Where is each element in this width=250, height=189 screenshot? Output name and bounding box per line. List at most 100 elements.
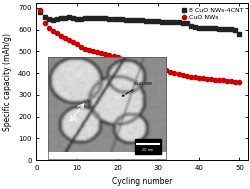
CuO NWs <box>128 60 131 62</box>
8 CuO NWs-4CNT <box>164 21 167 23</box>
8 CuO NWs-4CNT <box>233 29 236 31</box>
8 CuO NWs-4CNT <box>144 19 147 22</box>
CuO NWs <box>112 55 114 57</box>
8 CuO NWs-4CNT <box>79 18 82 20</box>
Line: CuO NWs: CuO NWs <box>38 8 240 84</box>
8 CuO NWs-4CNT <box>192 26 196 28</box>
CuO NWs <box>132 61 135 63</box>
CuO NWs <box>79 45 82 48</box>
8 CuO NWs-4CNT <box>96 17 98 19</box>
CuO NWs <box>233 81 236 83</box>
8 CuO NWs-4CNT <box>188 25 192 27</box>
CuO NWs <box>116 56 119 59</box>
CuO NWs <box>55 32 58 35</box>
CuO NWs <box>96 51 98 53</box>
CuO NWs <box>100 52 102 54</box>
8 CuO NWs-4CNT <box>104 17 106 20</box>
CuO NWs <box>217 79 220 81</box>
8 CuO NWs-4CNT <box>87 17 90 19</box>
8 CuO NWs-4CNT <box>47 18 50 20</box>
8 CuO NWs-4CNT <box>156 20 159 22</box>
8 CuO NWs-4CNT <box>91 16 94 19</box>
8 CuO NWs-4CNT <box>225 28 228 30</box>
8 CuO NWs-4CNT <box>120 18 123 20</box>
8 CuO NWs-4CNT <box>213 27 216 30</box>
8 CuO NWs-4CNT <box>180 22 183 24</box>
Y-axis label: Specific capacity (mAh/g): Specific capacity (mAh/g) <box>4 33 13 131</box>
8 CuO NWs-4CNT <box>59 17 62 19</box>
8 CuO NWs-4CNT <box>132 19 135 21</box>
CuO NWs <box>192 76 196 79</box>
CuO NWs <box>63 37 66 39</box>
8 CuO NWs-4CNT <box>116 18 119 20</box>
CuO NWs <box>47 27 50 29</box>
X-axis label: Cycling number: Cycling number <box>111 177 172 186</box>
Line: 8 CuO NWs-4CNT: 8 CuO NWs-4CNT <box>38 10 240 36</box>
CuO NWs <box>172 71 175 74</box>
CuO NWs <box>188 76 192 78</box>
8 CuO NWs-4CNT <box>112 18 114 20</box>
8 CuO NWs-4CNT <box>100 17 102 19</box>
CuO NWs <box>221 79 224 82</box>
8 CuO NWs-4CNT <box>43 16 46 18</box>
CuO NWs <box>168 70 171 73</box>
8 CuO NWs-4CNT <box>152 20 155 22</box>
CuO NWs <box>108 54 110 56</box>
CuO NWs <box>160 68 163 70</box>
8 CuO NWs-4CNT <box>168 21 171 23</box>
CuO NWs <box>87 49 90 51</box>
CuO NWs <box>184 75 188 77</box>
CuO NWs <box>156 67 159 69</box>
8 CuO NWs-4CNT <box>128 19 131 21</box>
8 CuO NWs-4CNT <box>55 18 58 20</box>
CuO NWs <box>180 74 183 76</box>
8 CuO NWs-4CNT <box>172 21 175 23</box>
CuO NWs <box>237 81 240 84</box>
CuO NWs <box>140 63 143 65</box>
CuO NWs <box>144 64 147 66</box>
8 CuO NWs-4CNT <box>63 17 66 19</box>
CuO NWs <box>120 57 123 60</box>
8 CuO NWs-4CNT <box>160 20 163 23</box>
CuO NWs <box>176 73 179 75</box>
CuO NWs <box>196 77 200 79</box>
8 CuO NWs-4CNT <box>196 26 200 29</box>
CuO NWs <box>83 48 86 50</box>
CuO NWs <box>204 78 208 80</box>
CuO NWs <box>229 80 232 82</box>
8 CuO NWs-4CNT <box>67 16 70 19</box>
8 CuO NWs-4CNT <box>51 19 54 21</box>
CuO NWs <box>136 62 139 64</box>
CuO NWs <box>209 78 212 80</box>
8 CuO NWs-4CNT <box>39 11 42 13</box>
CuO NWs <box>164 69 167 72</box>
CuO NWs <box>124 58 127 61</box>
Legend: 8 CuO NWs-4CNT, CuO NWs: 8 CuO NWs-4CNT, CuO NWs <box>179 7 244 21</box>
CuO NWs <box>43 22 46 25</box>
8 CuO NWs-4CNT <box>83 17 86 20</box>
8 CuO NWs-4CNT <box>229 28 232 30</box>
CuO NWs <box>71 41 74 43</box>
8 CuO NWs-4CNT <box>108 18 110 20</box>
CuO NWs <box>148 65 151 67</box>
8 CuO NWs-4CNT <box>237 33 240 35</box>
CuO NWs <box>152 66 155 68</box>
8 CuO NWs-4CNT <box>176 21 179 24</box>
CuO NWs <box>51 30 54 32</box>
8 CuO NWs-4CNT <box>124 19 127 21</box>
8 CuO NWs-4CNT <box>200 27 203 29</box>
CuO NWs <box>104 53 106 55</box>
CuO NWs <box>225 80 228 82</box>
8 CuO NWs-4CNT <box>221 28 224 30</box>
CuO NWs <box>39 9 42 11</box>
CuO NWs <box>75 43 78 46</box>
8 CuO NWs-4CNT <box>136 19 139 21</box>
CuO NWs <box>200 77 203 79</box>
8 CuO NWs-4CNT <box>204 27 208 29</box>
CuO NWs <box>213 78 216 81</box>
8 CuO NWs-4CNT <box>140 19 143 22</box>
8 CuO NWs-4CNT <box>75 18 78 20</box>
CuO NWs <box>91 50 94 52</box>
CuO NWs <box>67 39 70 41</box>
CuO NWs <box>59 35 62 37</box>
